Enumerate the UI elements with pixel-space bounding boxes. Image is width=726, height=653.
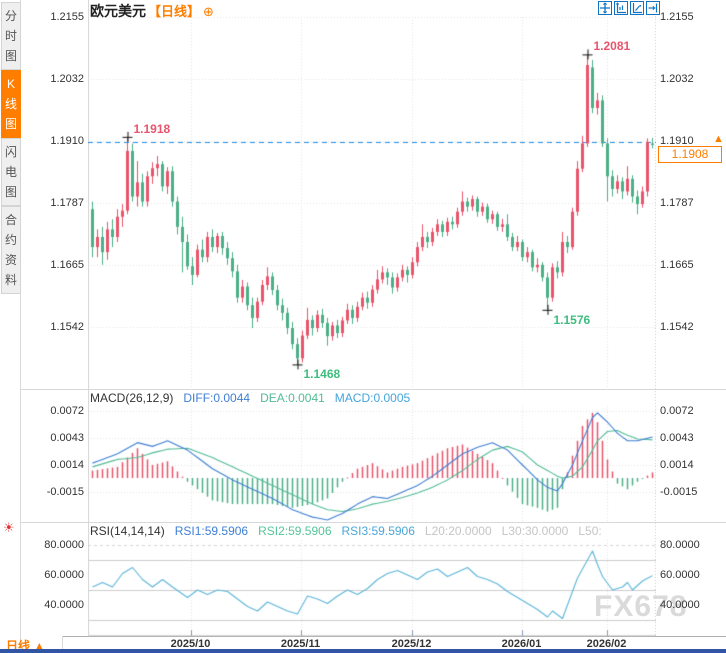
- period-divider: [62, 636, 63, 649]
- right-axis-label: 1.2155: [660, 11, 694, 23]
- right-axis-label: 0.0043: [660, 431, 694, 444]
- sidebar-tab-kline-chart[interactable]: K线图: [1, 70, 21, 138]
- left-axis-label: 0.0072: [50, 405, 84, 417]
- right-axis-label: 40.0000: [660, 599, 700, 611]
- chevron-up-icon: ▲: [33, 639, 46, 653]
- date-label: 2026/02: [586, 638, 627, 650]
- panel-collapse-icon[interactable]: [646, 1, 660, 15]
- right-axis-label: 60.0000: [660, 569, 700, 581]
- date-label: 2026/01: [501, 638, 542, 650]
- price-pointer-icon: ▲: [713, 133, 724, 145]
- left-axis-label: 0.0014: [50, 458, 84, 471]
- annotation-label: 1.1468: [303, 367, 341, 382]
- rsi-params: RSI(14,14,14): [90, 524, 165, 538]
- right-axis-label: 1.1665: [660, 258, 694, 271]
- left-axis-label: 1.1910: [50, 134, 84, 147]
- right-axis-label: 1.1542: [660, 320, 694, 333]
- rsi-l20-value: L20:20.0000: [424, 524, 492, 538]
- macd-params: MACD(26,12,9): [90, 391, 174, 405]
- rsi-l50-value: L50:: [578, 524, 602, 538]
- left-axis-label: 1.1542: [50, 320, 84, 333]
- add-indicator-icon[interactable]: ⊕: [203, 4, 214, 19]
- date-label: 2025/12: [391, 638, 432, 650]
- left-axis-label: 1.2155: [50, 11, 84, 23]
- left-axis-label: 1.2032: [50, 73, 84, 86]
- left-axis-label: 1.1665: [50, 258, 84, 271]
- right-axis-label: 1.2032: [660, 73, 694, 86]
- macd-header: MACD(26,12,9) DIFF:0.0044 DEA:0.0041 MACD:0…: [90, 391, 420, 405]
- left-axis-label: 1.1787: [50, 197, 84, 210]
- axis-auto-scale-icon[interactable]: [630, 1, 644, 15]
- rsi-l30-value: L30:30.0000: [501, 524, 569, 538]
- chart-toolbar: [598, 1, 660, 15]
- macd-diff-value: DIFF:0.0044: [183, 391, 251, 405]
- left-axis-label: -0.0015: [46, 485, 84, 498]
- macd-dea-value: DEA:0.0041: [260, 391, 325, 405]
- sidebar-tab-time-chart[interactable]: 分时图: [1, 2, 21, 70]
- plot-left-border-top: [88, 0, 89, 10]
- symbol-name: 欧元美元: [90, 3, 146, 19]
- chart-plot-area[interactable]: [88, 10, 656, 637]
- rsi1-value: RSI1:59.5906: [174, 524, 249, 538]
- rsi3-value: RSI3:59.5906: [341, 524, 415, 538]
- right-axis-label: 80.0000: [660, 539, 700, 551]
- left-axis-label: 0.0043: [50, 431, 84, 444]
- left-axis-label: 60.0000: [44, 569, 84, 581]
- indicator-settings-icon[interactable]: ☀: [3, 520, 15, 535]
- sidebar-divider: [20, 0, 21, 649]
- right-axis-label: 0.0014: [660, 458, 694, 471]
- left-axis-label: 80.0000: [44, 539, 84, 551]
- right-axis-label: 1.1787: [660, 197, 694, 210]
- annotation-label: 1.1918: [133, 121, 171, 136]
- date-label: 2025/10: [170, 638, 211, 650]
- sidebar-tab-contract-info[interactable]: 合约资料: [1, 206, 21, 294]
- rsi2-value: RSI2:59.5906: [258, 524, 332, 538]
- left-axis-label: 40.0000: [44, 599, 84, 611]
- right-axis-label: 1.1910: [660, 134, 694, 147]
- current-price-badge: 1.1908: [658, 146, 722, 163]
- pan-crosshair-icon[interactable]: [598, 1, 612, 15]
- sidebar-tab-lightning-chart[interactable]: 闪电图: [1, 138, 21, 206]
- right-axis-label: -0.0015: [660, 485, 698, 498]
- macd-hist-value: MACD:0.0005: [334, 391, 411, 405]
- right-axis-label: 0.0072: [660, 405, 694, 417]
- watermark: FX678: [594, 590, 688, 623]
- bottom-accent-bar: [0, 649, 726, 653]
- annotation-label: 1.2081: [593, 39, 631, 54]
- annotation-label: 1.1576: [553, 312, 591, 327]
- chart-title: 欧元美元 【日线】 ⊕: [90, 1, 214, 21]
- period-tag: 【日线】: [148, 4, 201, 19]
- axis-scale-icon[interactable]: [614, 1, 628, 15]
- date-label: 2025/11: [280, 638, 321, 650]
- rsi-header: RSI(14,14,14) RSI1:59.5906 RSI2:59.5906 RSI…: [90, 524, 612, 538]
